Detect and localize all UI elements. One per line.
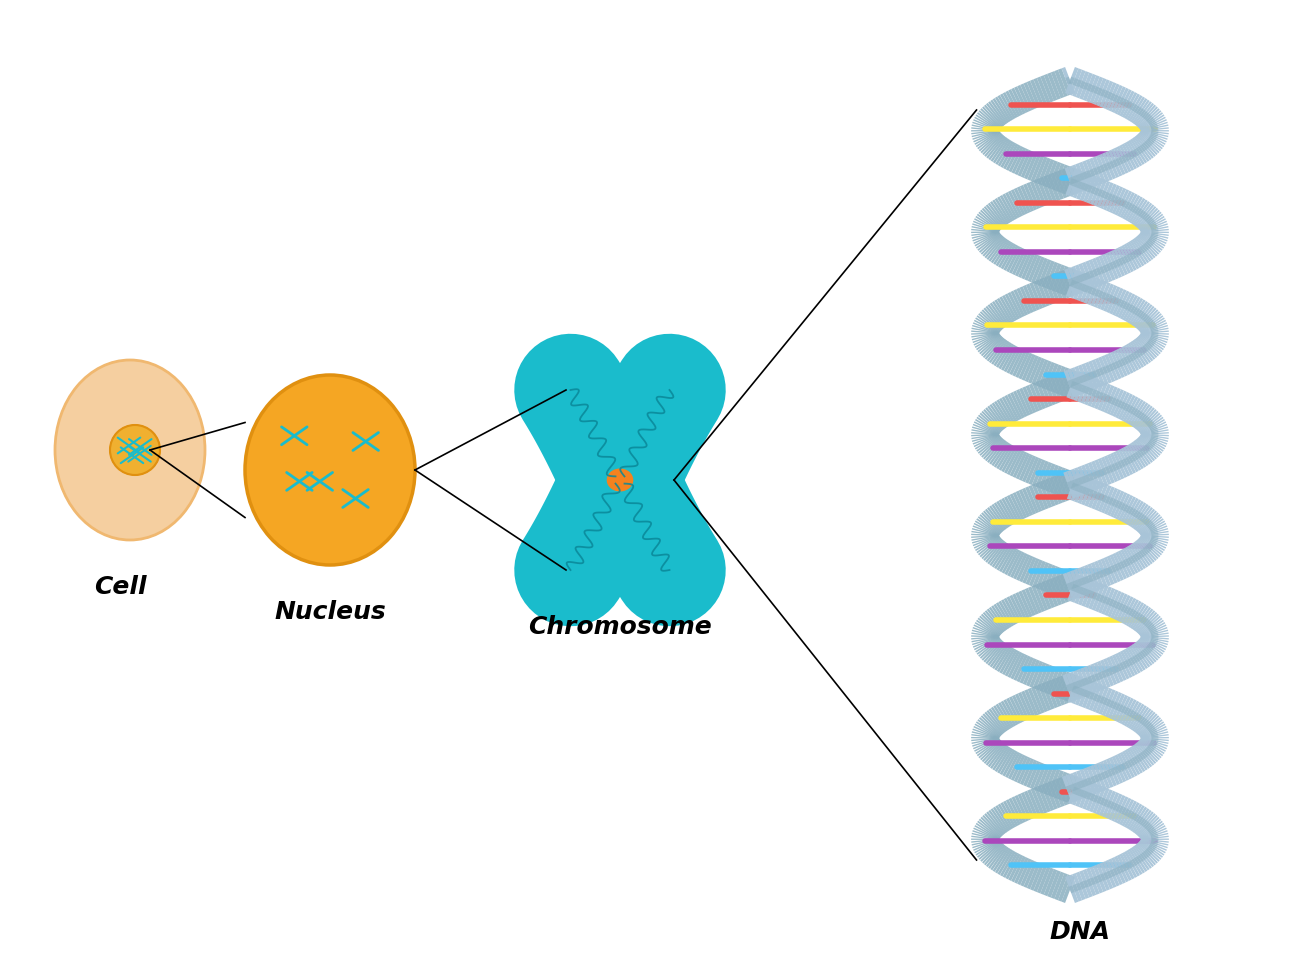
Ellipse shape [608, 469, 633, 491]
Text: DNA: DNA [1050, 920, 1111, 944]
Text: Nucleus: Nucleus [274, 600, 386, 624]
Text: Chromosome: Chromosome [528, 615, 712, 639]
Circle shape [110, 425, 159, 475]
Text: Cell: Cell [94, 575, 146, 599]
Ellipse shape [55, 360, 205, 540]
Ellipse shape [244, 375, 416, 565]
